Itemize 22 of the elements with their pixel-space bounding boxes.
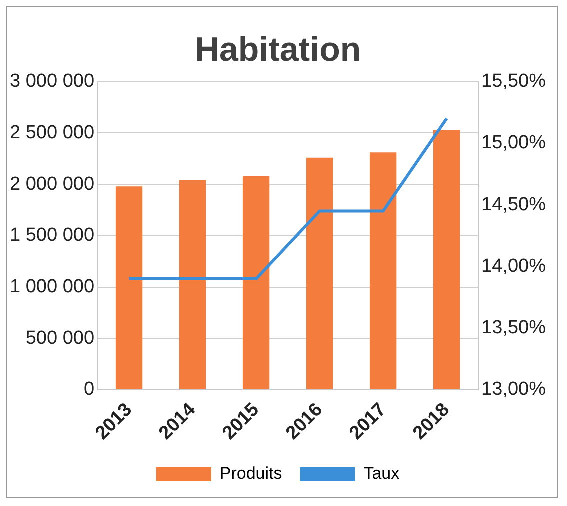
y-tick-label: 1 500 000 [10,225,95,246]
bar [179,180,206,390]
y-tick-label: 500 000 [26,328,95,349]
y-tick-label: 0 [84,379,95,400]
y2-tick-label: 15,50% [482,71,546,92]
chart-title: Habitation [194,30,362,69]
y-tick-label: 2 000 000 [10,174,95,195]
y2-tick-label: 13,50% [482,318,546,339]
bar [433,130,460,390]
y-tick-label: 2 500 000 [10,122,95,144]
bar [116,186,143,390]
legend-label: Produits [220,464,282,484]
y2-tick-label: 14,00% [482,256,546,277]
bar [242,176,270,390]
bar [370,152,397,390]
legend-label: Taux [364,464,400,484]
y2-tick-label: 13,00% [482,379,546,400]
y2-tick-label: 15,00% [482,132,546,154]
bar [306,158,334,390]
y2-tick-label: 14,50% [482,194,546,216]
y-tick-label: 1 000 000 [10,276,95,298]
y-tick-label: 3 000 000 [10,71,95,92]
